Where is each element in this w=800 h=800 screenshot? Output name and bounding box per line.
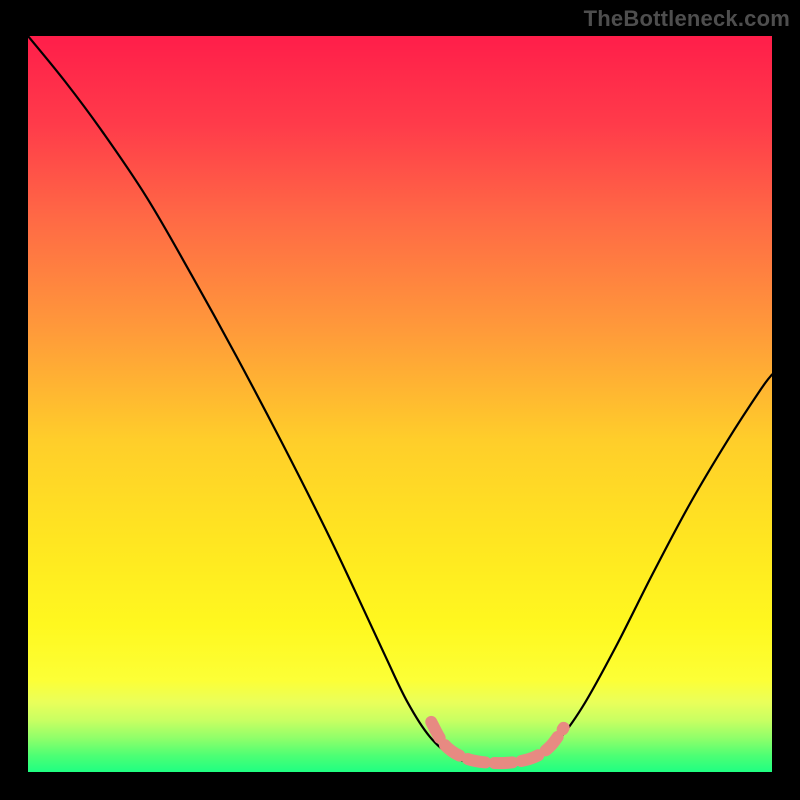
chart-frame: TheBottleneck.com bbox=[0, 0, 800, 800]
plot-area bbox=[28, 36, 772, 772]
gradient-background bbox=[28, 36, 772, 772]
chart-svg bbox=[28, 36, 772, 772]
watermark-label: TheBottleneck.com bbox=[584, 6, 790, 32]
